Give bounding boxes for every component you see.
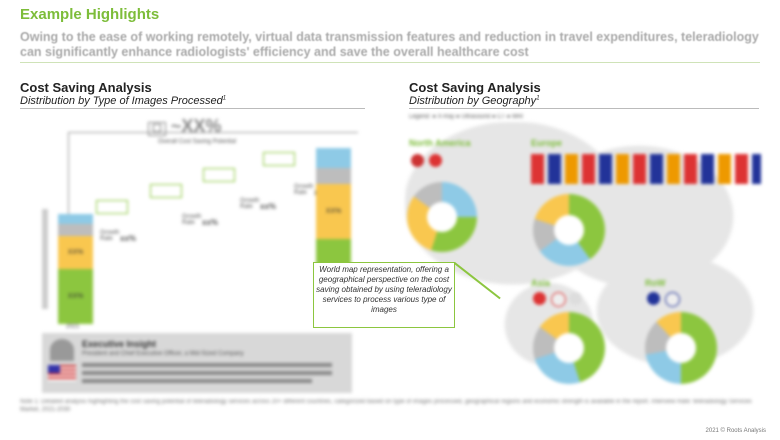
right-panel-header: Cost Saving Analysis Distribution by Geo… (409, 80, 541, 107)
top-caption: Overall Cost Saving Potential (158, 139, 237, 145)
donut-asia (533, 312, 605, 384)
geography-map: Legend: ● X-Ray ● Ultrasound ● CT ● MRI … (405, 112, 765, 397)
executive-role: President and Chief Executive Officer, a… (82, 351, 244, 357)
left-panel-rule (20, 108, 365, 109)
bar-year: 2021 (66, 324, 80, 330)
footer-copyright: 2021 © Roots Analysis (705, 428, 766, 434)
note-text: Note 1: Detailed analysis highlighting t… (20, 399, 752, 413)
waterfall-chart: ☐ ~XX% Overall Cost Saving Potential XX%… (38, 114, 358, 330)
region-europe: Europe (531, 138, 563, 148)
top-percent-label: ☐ ~XX% (148, 116, 221, 137)
left-panel-title: Cost Saving Analysis (20, 80, 152, 95)
europe-flags (531, 154, 761, 184)
executive-heading: Executive Insight (82, 339, 157, 349)
donut-europe (533, 194, 605, 266)
region-north-america: North America (409, 138, 471, 148)
right-panel-rule (409, 108, 759, 109)
bar-2021: XX% XX% (58, 214, 93, 324)
executive-insight-box: Executive Insight President and Chief Ex… (42, 333, 352, 393)
donut-row (645, 312, 717, 384)
title-divider (20, 62, 760, 63)
region-asia: Asia (531, 278, 551, 288)
page-subtitle: Owing to the ease of working remotely, v… (20, 30, 759, 59)
page-title: Example Highlights (20, 6, 160, 23)
right-panel-subtitle: Distribution by Geography1 (409, 95, 540, 107)
region-row: RoW (645, 278, 666, 288)
callout-box: World map representation, offering a geo… (313, 262, 455, 328)
donut-north-america (407, 182, 477, 252)
right-panel-title: Cost Saving Analysis (409, 80, 541, 95)
left-panel-subtitle: Distribution by Type of Images Processed… (20, 95, 227, 107)
left-panel-header: Cost Saving Analysis Distribution by Typ… (20, 80, 226, 107)
